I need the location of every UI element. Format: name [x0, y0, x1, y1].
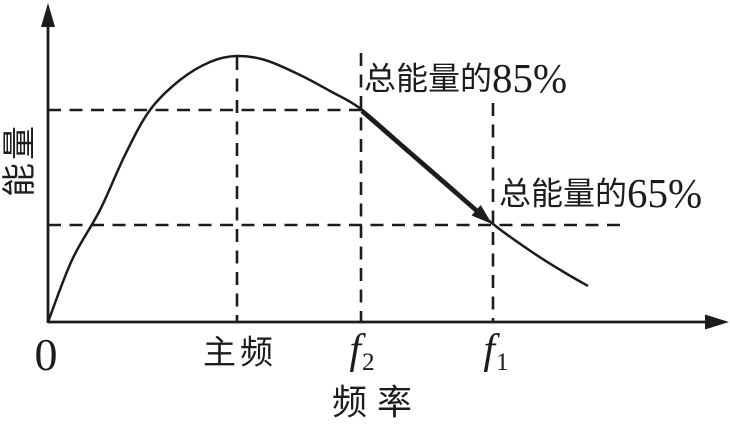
- energy-decline-arrow-shaft: [360, 109, 481, 215]
- y-axis-label: 能量: [2, 123, 39, 197]
- f1-base: f: [483, 326, 496, 373]
- annotation-85-percent: 总能量的85%: [364, 58, 567, 99]
- f1-subscript: 1: [496, 348, 509, 376]
- annotation-85-text: 总能量的: [364, 60, 493, 97]
- annotation-65-percent: 总能量的65%: [499, 173, 702, 214]
- f2-base: f: [349, 326, 362, 373]
- annotation-65-text: 总能量的: [499, 175, 628, 212]
- origin-label: 0: [34, 329, 58, 380]
- annotation-65-value: 65%: [627, 170, 703, 216]
- annotation-85-value: 85%: [492, 55, 568, 101]
- x-axis-arrowhead-icon: [705, 314, 729, 330]
- x-axis-label: 频率: [331, 383, 423, 423]
- x-tick-dominant-frequency: 主频: [203, 335, 277, 372]
- x-tick-f2: f2: [349, 329, 374, 375]
- y-axis-arrowhead-icon: [41, 3, 55, 27]
- x-tick-f1: f1: [483, 329, 508, 375]
- f2-subscript: 2: [362, 348, 375, 376]
- energy-spectrum-curve: [46, 54, 589, 323]
- energy-decline-arrowhead-icon: [471, 204, 492, 224]
